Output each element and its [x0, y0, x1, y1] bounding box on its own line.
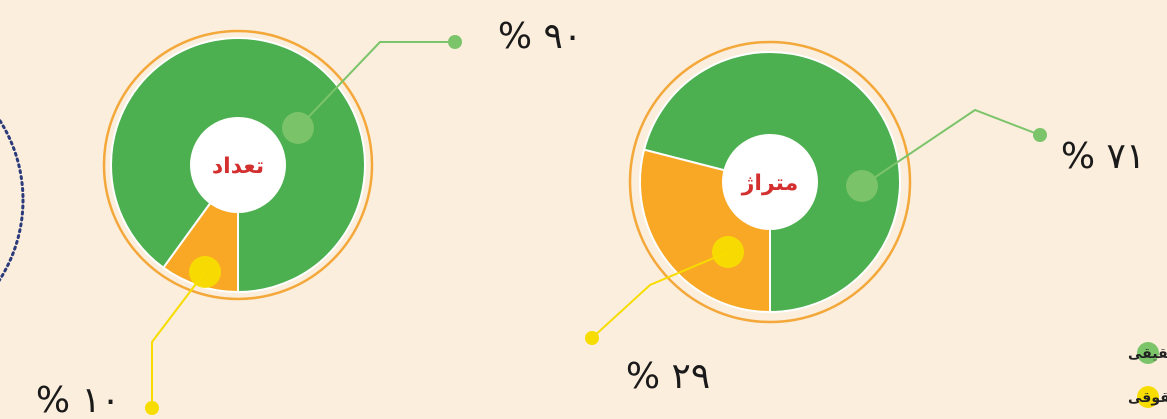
value-label: % ۹۰	[498, 16, 582, 57]
callout-dot	[282, 112, 314, 144]
pie-ring	[628, 40, 912, 324]
callout-dot	[846, 170, 878, 202]
dotted-arc	[0, 118, 25, 282]
legend-swatch	[1137, 386, 1159, 408]
legend-label: نظارت حقوقی	[1128, 390, 1167, 406]
callout-line	[297, 41, 455, 129]
value-label: % ۱۰	[36, 380, 120, 419]
callout-end-dot	[448, 35, 462, 49]
callout-end-dot	[1033, 128, 1047, 142]
legend-label: نظارت حقیقی	[1128, 346, 1167, 362]
pie-ring	[102, 29, 374, 301]
callout-line	[591, 251, 729, 339]
callout-end-dot	[145, 401, 159, 415]
callout-dot	[189, 256, 221, 288]
pie-center-label: متراژ	[741, 171, 799, 196]
callout-line	[861, 108, 1041, 187]
pie-center-label: تعداد	[212, 154, 264, 179]
callout-end-dot	[585, 331, 599, 345]
pie-center	[190, 117, 286, 213]
callout-dot	[712, 236, 744, 268]
value-label: % ۲۹	[626, 356, 710, 397]
value-label: % ۷۱	[1061, 136, 1145, 177]
callout-line	[151, 271, 206, 408]
pie-center	[722, 134, 818, 230]
legend-swatch	[1137, 342, 1159, 364]
